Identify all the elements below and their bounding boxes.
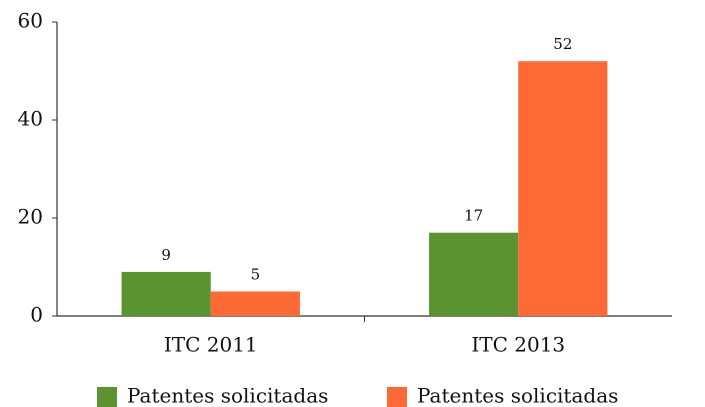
legend-swatch	[97, 387, 117, 407]
x-tick-label: ITC 2013	[471, 333, 565, 357]
y-tick-label: 60	[18, 9, 43, 33]
bar	[429, 232, 519, 316]
bar	[121, 271, 211, 316]
value-label: 9	[161, 246, 171, 264]
y-tick-label: 40	[18, 107, 43, 131]
y-tick-label: 0	[30, 303, 43, 327]
legend-swatch	[387, 387, 407, 407]
x-tick-label: ITC 2011	[164, 333, 258, 357]
bar	[210, 291, 300, 316]
bar	[518, 61, 608, 317]
value-label: 5	[251, 266, 261, 284]
y-tick-label: 20	[18, 205, 43, 229]
legend-label: Patentes solicitadas	[417, 384, 618, 407]
legend-label: Patentes solicitadas	[127, 384, 328, 407]
value-label: 52	[553, 35, 572, 53]
value-label: 17	[464, 207, 483, 225]
